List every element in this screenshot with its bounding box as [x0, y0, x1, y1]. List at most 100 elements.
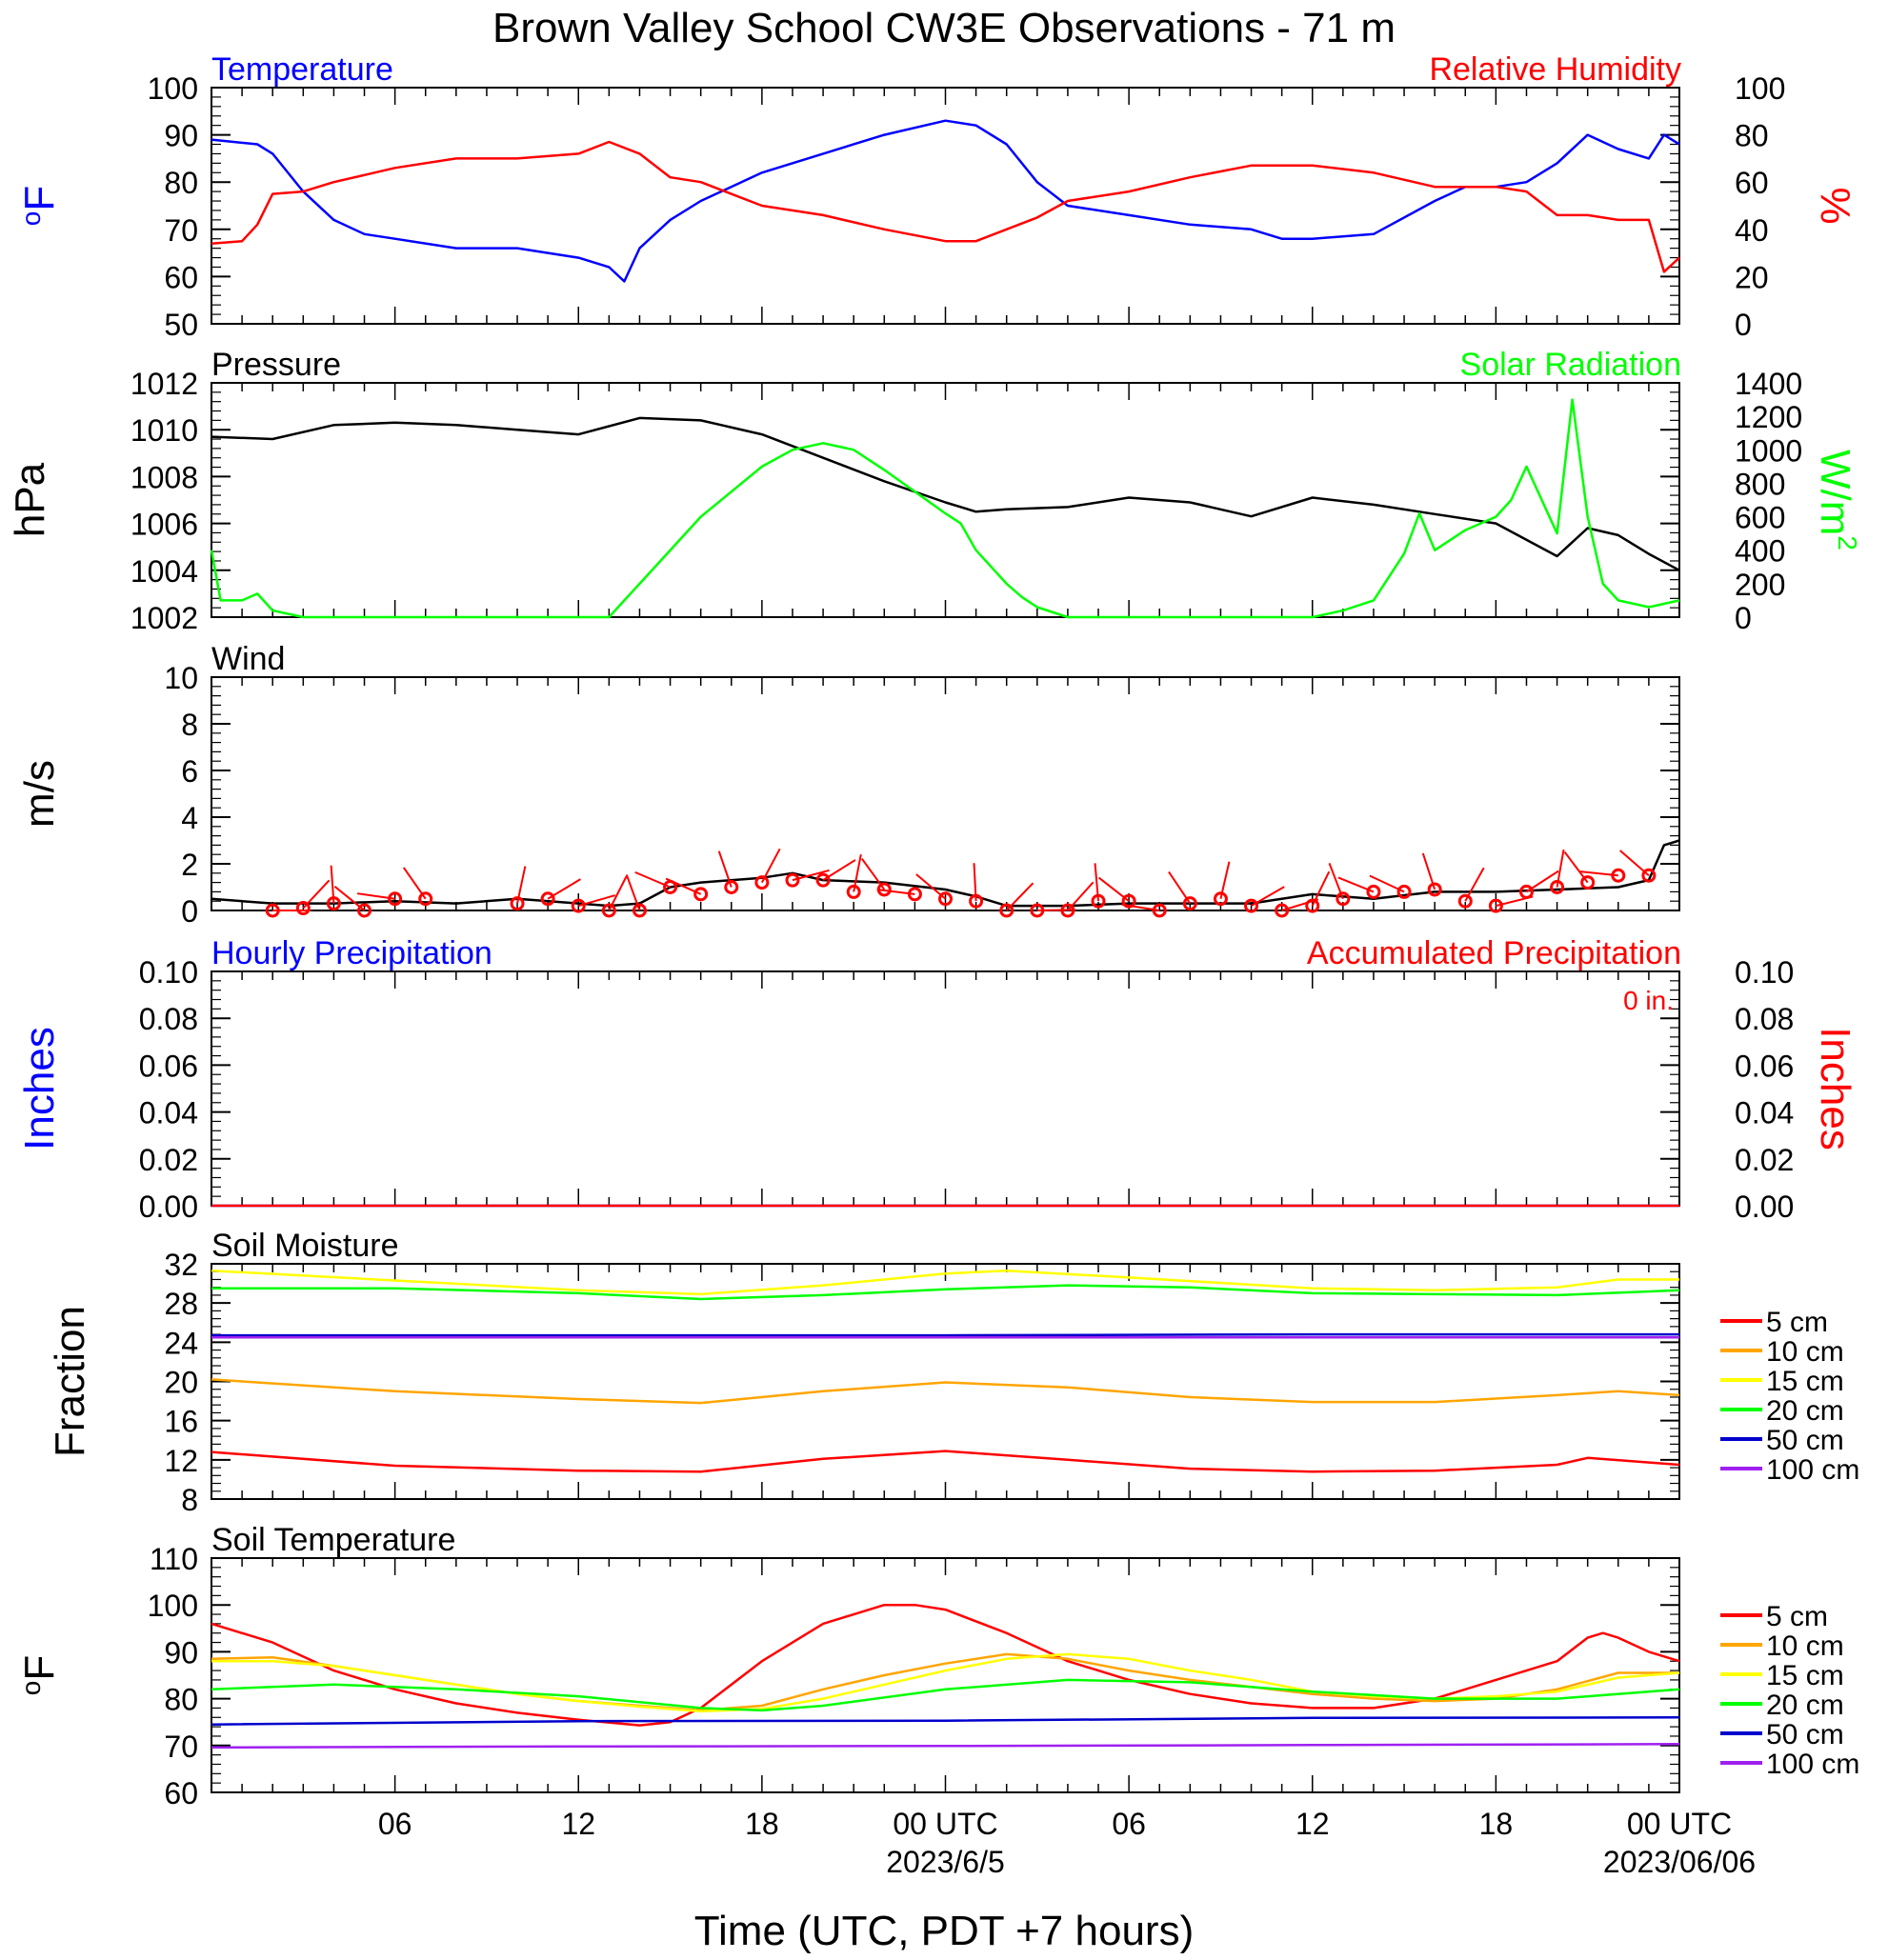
wind-calm-marker	[1611, 868, 1626, 883]
panel-title-left: Wind	[211, 641, 285, 677]
y-axis-label-left: Inches	[16, 1027, 63, 1150]
wind-calm-marker	[1457, 893, 1473, 909]
wind-calm-marker	[846, 884, 861, 899]
wind-calm-marker	[1244, 898, 1259, 913]
y-tick-label-left: 20	[164, 1366, 198, 1400]
series-line-50-cm	[211, 1716, 1680, 1726]
y-tick-label-left: 100	[148, 1589, 198, 1623]
y-axis-label-right: %	[1812, 187, 1858, 224]
series-line-100-cm	[211, 1743, 1680, 1750]
y-tick-label-left: 1010	[131, 413, 198, 448]
series-line-50-cm	[211, 1332, 1679, 1337]
y-tick-label-left: 16	[164, 1405, 198, 1439]
legend-label: 5 cm	[1766, 1307, 1828, 1338]
wind-calm-marker	[1336, 891, 1351, 907]
y-tick-label-left: 2	[181, 848, 198, 882]
x-axis-label: Time (UTC, PDT +7 hours)	[694, 1908, 1194, 1954]
x-tick-label: 06	[1112, 1807, 1146, 1841]
panel-title-right: Relative Humidity	[1429, 51, 1681, 88]
y-tick-label-left: 6	[181, 754, 198, 789]
y-tick-label-right: 0	[1735, 308, 1752, 342]
y-tick-label-left: 70	[164, 1730, 198, 1764]
chart-title: Brown Valley School CW3E Observations - …	[492, 5, 1396, 51]
x-date-label: 2023/6/5	[886, 1845, 1005, 1879]
series-line-20-cm	[211, 1284, 1680, 1301]
wind-calm-marker	[295, 901, 311, 916]
y-axis-label-left: oF	[16, 1655, 63, 1695]
x-tick-label: 06	[378, 1807, 412, 1841]
series-line-20-cm	[211, 1678, 1680, 1712]
x-tick-label: 12	[1295, 1807, 1330, 1841]
wind-calm-marker	[1366, 884, 1381, 899]
wind-calm-marker	[388, 891, 403, 907]
y-tick-label-right: 600	[1735, 501, 1785, 535]
series-line-5-cm	[211, 1450, 1680, 1473]
x-tick-label: 00 UTC	[893, 1807, 997, 1841]
wind-calm-marker	[1152, 903, 1167, 918]
y-tick-label-right: 400	[1735, 534, 1785, 569]
y-axis-label-right: W/m2	[1812, 450, 1862, 550]
wind-calm-marker	[601, 903, 616, 918]
panel-title-left: Temperature	[211, 51, 393, 88]
wind-calm-marker	[815, 872, 831, 888]
panel-title-right: Accumulated Precipitation	[1307, 935, 1681, 971]
y-tick-label-left: 1004	[131, 554, 198, 589]
series-line-relative-humidity	[211, 140, 1680, 273]
y-tick-label-left: 28	[164, 1287, 198, 1321]
y-tick-label-right: 0	[1735, 601, 1752, 635]
y-tick-label-left: 12	[164, 1444, 198, 1478]
y-tick-label-left: 80	[164, 166, 198, 200]
wind-calm-marker	[724, 880, 739, 894]
panel-title-right: Solar Radiation	[1460, 347, 1681, 383]
y-tick-label-left: 0.10	[139, 955, 198, 990]
panel-2: 1002 1004 1006 1008 1010 1012 0200400600800100…	[7, 347, 1862, 635]
wind-calm-marker	[1091, 893, 1106, 909]
x-tick-label: 18	[1479, 1807, 1514, 1841]
legend-label: 100 cm	[1766, 1454, 1859, 1486]
y-tick-label-right: 1200	[1735, 400, 1802, 434]
wind-calm-marker	[1488, 898, 1503, 913]
wind-calm-marker	[1275, 903, 1290, 918]
series-line-temperature	[211, 119, 1680, 283]
y-tick-label-left: 80	[164, 1683, 198, 1717]
x-date-label: 2023/06/06	[1603, 1845, 1756, 1879]
y-tick-label-left: 10	[164, 661, 198, 695]
wind-calm-marker	[969, 893, 984, 909]
legend-label: 5 cm	[1766, 1601, 1828, 1632]
y-axis-label-left: Fraction	[47, 1306, 93, 1457]
y-tick-label-right: 60	[1735, 166, 1769, 200]
wind-calm-marker	[540, 891, 555, 907]
wind-calm-marker	[1060, 903, 1075, 918]
panel-3: 0 2 4 6 8 10 Wind m/s	[16, 641, 1680, 929]
wind-calm-marker	[1396, 884, 1412, 899]
y-axis-label-right: Inches	[1812, 1027, 1858, 1150]
series-line-5-cm	[211, 1603, 1680, 1727]
wind-calm-marker	[693, 887, 709, 902]
y-tick-label-right: 1000	[1735, 433, 1802, 468]
wind-calm-marker	[326, 896, 341, 911]
wind-calm-marker	[357, 903, 372, 918]
y-tick-label-left: 60	[164, 260, 198, 294]
legend-label: 15 cm	[1766, 1366, 1844, 1397]
panel-title-left: Soil Moisture	[211, 1228, 399, 1264]
y-axis-label-left: m/s	[16, 760, 63, 828]
y-tick-label-left: 1002	[131, 601, 198, 635]
x-tick-label: 18	[745, 1807, 779, 1841]
legend-label: 50 cm	[1766, 1719, 1844, 1750]
y-tick-label-left: 0.06	[139, 1049, 198, 1083]
y-tick-label-left: 1008	[131, 460, 198, 494]
y-tick-label-left: 8	[181, 1483, 198, 1517]
y-tick-label-left: 90	[164, 119, 198, 153]
y-axis-label-left: oF	[16, 186, 63, 226]
wind-calm-marker	[1182, 896, 1197, 911]
accumulated-annotation: 0 in.	[1623, 986, 1674, 1015]
wind-calm-marker	[1427, 882, 1442, 897]
y-tick-label-left: 8	[181, 708, 198, 742]
wind-calm-marker	[1641, 868, 1657, 883]
wind-calm-marker	[907, 887, 922, 902]
wind-calm-marker	[938, 891, 953, 907]
x-tick-label: 00 UTC	[1627, 1807, 1732, 1841]
y-tick-label-right: 0.06	[1735, 1049, 1794, 1083]
wind-calm-marker	[418, 891, 433, 907]
